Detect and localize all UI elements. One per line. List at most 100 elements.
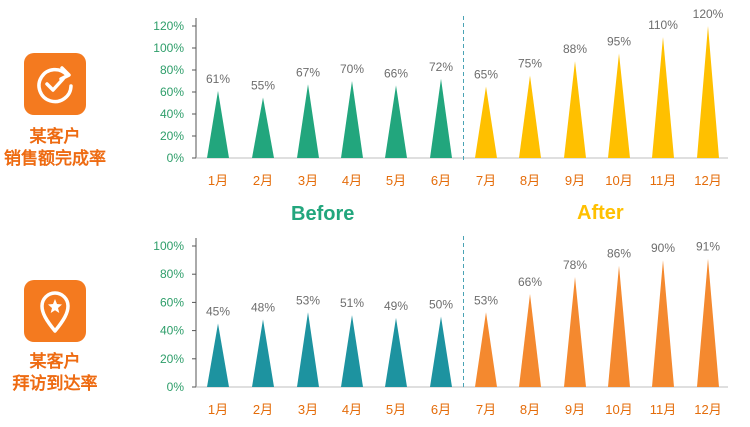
visit-y-tick-label: 20% xyxy=(160,352,184,366)
sales-y-tick-label: 40% xyxy=(160,107,184,121)
sales-value-label: 110% xyxy=(648,18,678,32)
visit-y-tick-label: 40% xyxy=(160,324,184,338)
visit-chart: 0% 20% 40% 60% 80% 100% 45% 1月 48% 2月 53% 3月 51% 4月 49… xyxy=(153,236,728,417)
visit-y-tick-label: 80% xyxy=(160,267,184,281)
visit-value-label: 49% xyxy=(384,299,408,313)
visit-title-line-2: 拜访到达率 xyxy=(12,374,98,393)
sales-y-tick-label: 20% xyxy=(160,129,184,143)
sales-y-tick-label: 100% xyxy=(153,41,184,55)
refresh-check-icon xyxy=(37,66,73,104)
visit-y-tick-label: 100% xyxy=(153,239,184,253)
sales-chart-title: 某客户 销售额完成率 xyxy=(0,126,120,170)
visit-category-label: 5月 xyxy=(386,402,406,417)
visit-bar xyxy=(475,312,497,387)
sales-bar xyxy=(430,78,452,158)
visit-bar xyxy=(341,315,363,387)
sales-title-line-2: 销售额完成率 xyxy=(4,149,106,168)
visit-value-label: 90% xyxy=(651,241,675,255)
sales-category-label: 10月 xyxy=(605,173,632,188)
visit-chart-title: 某客户 拜访到达率 xyxy=(0,351,120,395)
visit-value-label: 78% xyxy=(563,258,587,272)
sales-bar xyxy=(519,75,541,158)
sales-category-label: 3月 xyxy=(298,173,318,188)
sales-category-label: 1月 xyxy=(208,173,228,188)
sales-bar xyxy=(652,37,674,158)
visit-bar xyxy=(697,258,719,387)
visit-bar xyxy=(297,312,319,387)
visit-category-label: 11月 xyxy=(650,402,677,417)
sales-bar xyxy=(564,61,586,159)
visit-y-tick-label: 60% xyxy=(160,295,184,309)
sales-value-label: 70% xyxy=(340,62,364,76)
visit-category-label: 12月 xyxy=(694,402,721,417)
visit-category-label: 2月 xyxy=(253,402,273,417)
phase-after-label: After xyxy=(577,202,624,224)
sales-title-line-1: 某客户 xyxy=(29,127,81,146)
visit-category-label: 4月 xyxy=(342,402,362,417)
sales-category-label: 7月 xyxy=(476,173,496,188)
sales-bar xyxy=(252,97,274,158)
visit-category-label: 9月 xyxy=(565,402,585,417)
sales-bar xyxy=(475,86,497,158)
sales-chart: 0% 20% 40% 60% 80% 100% 120% 61% 1月 55% 2月 67% 3月 70%… xyxy=(153,7,728,188)
visit-value-label: 86% xyxy=(607,247,631,261)
sales-value-label: 120% xyxy=(693,7,724,21)
sales-bar xyxy=(697,26,719,158)
visit-bar xyxy=(252,319,274,387)
visit-bar xyxy=(519,293,541,387)
visit-y-tick-label: 0% xyxy=(167,380,185,394)
visit-value-label: 50% xyxy=(429,298,453,312)
sales-category-label: 12月 xyxy=(694,173,721,188)
visit-category-label: 7月 xyxy=(476,402,496,417)
visit-category-label: 3月 xyxy=(298,402,318,417)
visit-value-label: 66% xyxy=(518,275,542,289)
sales-y-tick-label: 60% xyxy=(160,85,184,99)
sales-y-tick-label: 0% xyxy=(167,151,185,165)
visit-value-label: 53% xyxy=(474,293,498,307)
sales-value-label: 88% xyxy=(563,42,587,56)
visit-value-label: 91% xyxy=(696,240,720,254)
phase-before-label: Before xyxy=(291,203,355,225)
visit-bar xyxy=(385,317,407,387)
sales-value-label: 61% xyxy=(206,72,230,86)
sales-bar xyxy=(341,81,363,158)
sales-category-label: 5月 xyxy=(386,173,406,188)
sales-value-label: 72% xyxy=(429,60,453,74)
visit-icon-tile xyxy=(24,280,86,342)
sales-value-label: 55% xyxy=(251,79,275,93)
sales-bar xyxy=(385,85,407,158)
visit-title-line-1: 某客户 xyxy=(29,352,81,371)
visit-category-label: 1月 xyxy=(208,402,228,417)
sales-category-label: 8月 xyxy=(520,173,540,188)
sales-value-label: 65% xyxy=(474,68,498,82)
location-star-icon xyxy=(40,291,70,333)
visit-bar xyxy=(652,260,674,387)
visit-category-label: 6月 xyxy=(431,402,451,417)
sales-y-tick-label: 120% xyxy=(153,19,184,33)
sales-bar xyxy=(608,53,630,158)
sales-y-tick-label: 80% xyxy=(160,63,184,77)
sales-category-label: 9月 xyxy=(565,173,585,188)
visit-bar xyxy=(608,265,630,387)
sales-category-label: 4月 xyxy=(342,173,362,188)
visit-value-label: 51% xyxy=(340,296,364,310)
visit-value-label: 45% xyxy=(206,305,230,319)
visit-bar xyxy=(430,316,452,387)
visit-value-label: 53% xyxy=(296,293,320,307)
sales-value-label: 95% xyxy=(607,35,631,49)
visit-bar xyxy=(207,323,229,387)
visit-bar xyxy=(564,277,586,387)
sales-value-label: 66% xyxy=(384,66,408,80)
sales-category-label: 6月 xyxy=(431,173,451,188)
sales-bar xyxy=(207,90,229,158)
sales-category-label: 11月 xyxy=(650,173,677,188)
sales-value-label: 75% xyxy=(518,57,542,71)
sales-category-label: 2月 xyxy=(253,173,273,188)
sales-value-label: 67% xyxy=(296,65,320,79)
sales-icon-tile xyxy=(24,53,86,115)
sales-bar xyxy=(297,84,319,158)
visit-value-label: 48% xyxy=(251,300,275,314)
visit-category-label: 8月 xyxy=(520,402,540,417)
visit-category-label: 10月 xyxy=(605,402,632,417)
